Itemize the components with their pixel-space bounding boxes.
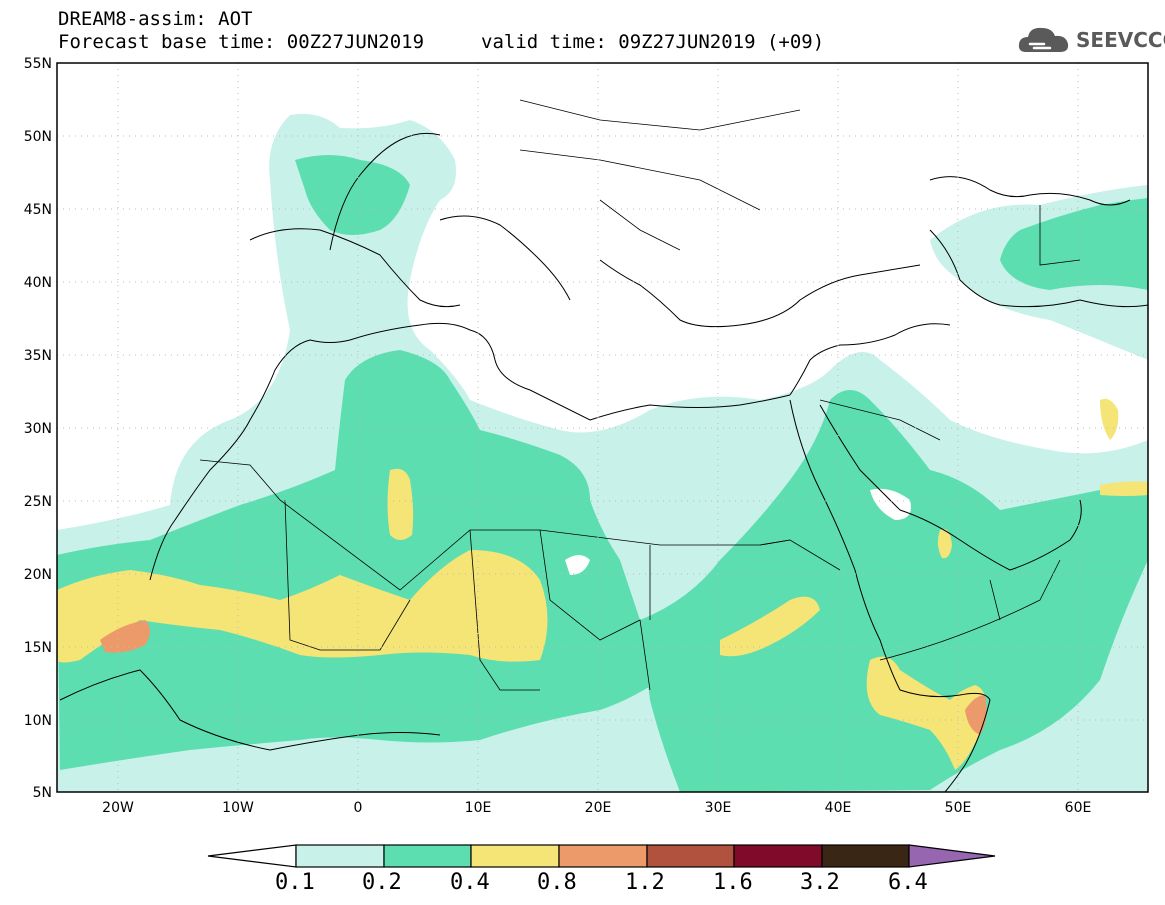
lat-label: 10N	[24, 713, 52, 729]
seevccc-logo: SEEVCCC	[1016, 22, 1165, 56]
lat-label: 35N	[24, 348, 52, 364]
colorbar-swatch	[383, 844, 472, 868]
colorbar-label: 0.8	[537, 870, 577, 895]
coastlines	[59, 132, 1148, 792]
colorbar-swatch	[295, 844, 385, 868]
lon-labels: 20W 10W 0 10E 20E 30E 40E 50E 60E	[102, 800, 1091, 816]
lon-label: 20E	[585, 800, 612, 816]
aot-field	[57, 63, 1148, 792]
lon-label: 20W	[102, 800, 134, 816]
lat-label: 30N	[24, 421, 52, 437]
lat-label: 45N	[24, 202, 52, 218]
lat-labels: 55N 50N 45N 40N 35N 30N 25N 20N 15N 10N …	[24, 56, 52, 801]
lat-label: 40N	[24, 275, 52, 291]
cloud-icon	[1018, 27, 1069, 52]
colorbar-swatch	[207, 844, 297, 868]
colorbar-label: 1.6	[713, 870, 753, 895]
colorbar-swatch	[470, 844, 560, 868]
colorbar-label: 0.1	[275, 870, 315, 895]
lon-label: 10W	[222, 800, 254, 816]
valid-time: valid time: 09Z27JUN2019 (+09)	[481, 31, 825, 53]
lon-label: 60E	[1065, 800, 1092, 816]
aot-band-0.2-0.4	[57, 155, 1148, 792]
map-title: DREAM8-assim: AOT	[58, 8, 253, 30]
lat-label: 50N	[24, 129, 52, 145]
lon-label: 0	[354, 800, 363, 816]
colorbar-label: 6.4	[888, 870, 928, 895]
colorbar	[207, 844, 996, 868]
logo-text: SEEVCCC	[1076, 28, 1165, 52]
colorbar-swatch	[908, 844, 996, 868]
lat-label: 25N	[24, 494, 52, 510]
aot-band-0.4-0.8	[57, 398, 1148, 770]
colorbar-swatch	[733, 844, 823, 868]
aot-band-0.8-1.2	[100, 620, 987, 735]
lon-label: 40E	[825, 800, 852, 816]
lat-label: 15N	[24, 640, 52, 656]
aot-clear-areas	[565, 428, 1055, 575]
colorbar-swatch	[558, 844, 648, 868]
forecast-base-time: Forecast base time: 00Z27JUN2019	[58, 31, 425, 53]
map-frame	[56, 62, 1149, 793]
lon-label: 50E	[945, 800, 972, 816]
colorbar-label: 3.2	[800, 870, 840, 895]
lat-label: 55N	[24, 56, 52, 72]
lat-label: 5N	[33, 785, 52, 801]
lon-label: 10E	[465, 800, 492, 816]
colorbar-swatch	[821, 844, 910, 868]
lat-label: 20N	[24, 567, 52, 583]
colorbar-label: 1.2	[625, 870, 665, 895]
colorbar-label: 0.4	[450, 870, 490, 895]
country-borders	[199, 99, 1081, 691]
colorbar-swatch	[646, 844, 735, 868]
colorbar-label: 0.2	[362, 870, 402, 895]
lon-label: 30E	[705, 800, 732, 816]
